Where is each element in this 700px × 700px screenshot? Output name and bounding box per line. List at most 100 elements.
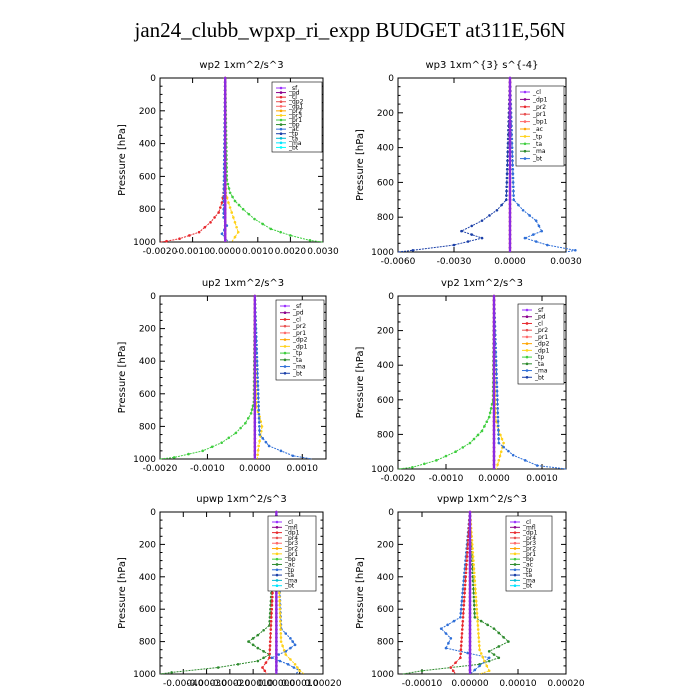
series-marker xyxy=(465,559,469,562)
series-marker xyxy=(223,125,227,129)
series-marker xyxy=(496,411,500,415)
series-marker xyxy=(268,652,271,656)
series-marker xyxy=(253,400,257,404)
legend-marker xyxy=(279,114,283,117)
legend-marker xyxy=(279,146,283,149)
series-marker xyxy=(223,158,227,162)
legend-marker xyxy=(513,568,517,572)
series-marker xyxy=(485,420,489,424)
legend-marker xyxy=(513,573,517,577)
series-marker xyxy=(258,439,261,443)
series-marker xyxy=(220,201,224,204)
figure-title: jan24_clubb_wpxp_ri_expp BUDGET at311E,5… xyxy=(134,18,566,42)
series-marker xyxy=(476,624,480,627)
chart-panel-4: vp2 1xm^2/s^3 0 200 400 600 800 1000-0.0020 -0.… xyxy=(355,278,567,484)
series-marker xyxy=(468,640,472,643)
series-marker xyxy=(275,624,278,627)
series-marker xyxy=(278,607,282,611)
series-marker xyxy=(253,404,257,408)
series-marker xyxy=(534,240,538,243)
series-marker xyxy=(492,337,496,341)
series-line-tp xyxy=(270,511,301,675)
legend: _sf_pd_cl_pr2_pr1_dp2_dp1_tp_ta_ma_bt xyxy=(517,303,565,385)
series-marker xyxy=(508,246,512,249)
x-tick-label: -0.0060 xyxy=(381,257,416,267)
series-marker xyxy=(468,648,472,651)
series-marker xyxy=(465,555,469,558)
y-tick-label: 0 xyxy=(150,292,156,302)
legend-marker xyxy=(279,123,283,126)
legend-label: _ta xyxy=(532,141,542,148)
series-marker xyxy=(468,591,472,595)
legend-label: _bt xyxy=(522,583,533,590)
series-marker xyxy=(468,668,472,672)
series-marker xyxy=(253,408,257,412)
series-marker xyxy=(508,194,512,197)
series-marker xyxy=(492,394,496,397)
series-marker xyxy=(510,150,514,154)
legend-marker xyxy=(525,369,529,372)
legend: _cl_dp1_pr2_pr1_bp1_ac_tp_ta_ma_bt xyxy=(515,85,565,167)
series-marker xyxy=(487,650,491,653)
series-marker xyxy=(504,198,508,202)
series-marker xyxy=(468,644,472,647)
series-marker xyxy=(223,236,227,240)
legend: _cl_mfl_dp1_pr4_pr3_pr2_pr1_bp_ac_tp_ta_… xyxy=(267,515,317,592)
series-marker xyxy=(278,599,281,603)
x-tick-label: 0.0000 xyxy=(494,257,526,267)
legend-label: _cl xyxy=(534,320,543,327)
series-marker xyxy=(227,187,231,190)
legend-marker xyxy=(279,91,283,94)
legend-marker xyxy=(279,86,283,90)
series-marker xyxy=(250,408,254,411)
x-tick-label: -0.0020 xyxy=(143,464,178,474)
series-marker xyxy=(478,644,481,647)
series-marker xyxy=(296,666,299,669)
series-marker xyxy=(423,462,426,466)
series-marker xyxy=(468,616,472,619)
series-marker xyxy=(540,229,544,233)
series-marker xyxy=(502,441,505,445)
series-marker xyxy=(574,248,577,252)
legend-label: _tp xyxy=(522,567,532,574)
series-marker xyxy=(508,207,512,210)
series-marker xyxy=(223,183,227,186)
series-marker xyxy=(225,196,229,200)
y-tick-label: 600 xyxy=(377,178,394,188)
legend-marker xyxy=(279,95,283,99)
series-marker xyxy=(262,628,265,632)
series-marker xyxy=(483,659,486,663)
series-marker xyxy=(459,644,463,647)
series-line-bp xyxy=(402,511,510,675)
series-marker xyxy=(508,120,512,123)
series-marker xyxy=(253,217,256,221)
series-marker xyxy=(488,214,491,217)
series-marker xyxy=(253,388,257,392)
y-tick-label: 0 xyxy=(388,292,394,302)
series-marker xyxy=(468,543,472,546)
series-marker xyxy=(223,113,227,117)
series-marker xyxy=(472,571,476,575)
series-marker xyxy=(464,579,467,583)
legend-marker xyxy=(275,536,279,540)
series-marker xyxy=(511,172,515,175)
series-marker xyxy=(470,543,474,546)
legend: _sf_pd_cl_dp2_dp1_pr2_pr3_pr1_bp_ac_tp_t… xyxy=(271,81,323,153)
series-marker xyxy=(463,587,467,591)
series-marker xyxy=(275,510,278,514)
legend-label: _pr3 xyxy=(284,540,298,547)
series-marker xyxy=(253,453,257,457)
legend-marker xyxy=(523,127,527,131)
series-marker xyxy=(279,628,282,631)
series-marker xyxy=(508,98,512,102)
legend-label: _mfl xyxy=(522,524,536,531)
series-marker xyxy=(165,239,168,243)
legend-marker xyxy=(513,536,517,540)
series-marker xyxy=(459,648,463,651)
series-marker xyxy=(268,640,272,643)
legend: _cl_mfl_dp1_pr4_pr3_pr2_pr1_bp_ac_tp_ta_… xyxy=(505,515,553,592)
series-marker xyxy=(492,424,496,428)
series-marker xyxy=(468,611,472,615)
series-marker xyxy=(461,624,464,627)
series-marker xyxy=(253,425,257,428)
